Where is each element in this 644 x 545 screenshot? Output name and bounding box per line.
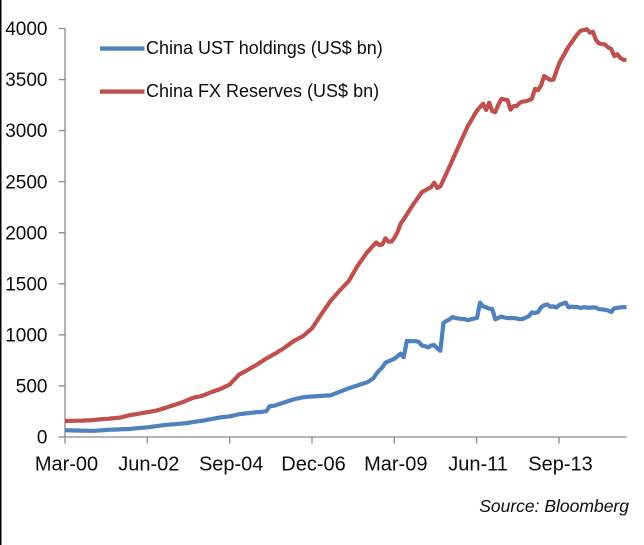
svg-text:1500: 1500 — [5, 274, 47, 295]
svg-text:4000: 4000 — [5, 19, 47, 40]
svg-text:2000: 2000 — [5, 223, 47, 244]
svg-text:Sep-04: Sep-04 — [199, 454, 264, 476]
svg-text:Jun-02: Jun-02 — [118, 454, 179, 476]
svg-text:Mar-00: Mar-00 — [35, 454, 98, 476]
svg-text:China FX Reserves (US$ bn): China FX Reserves (US$ bn) — [146, 81, 379, 101]
svg-text:Source: Bloomberg: Source: Bloomberg — [479, 496, 629, 516]
svg-text:Dec-06: Dec-06 — [281, 454, 345, 476]
svg-text:1000: 1000 — [5, 326, 47, 347]
svg-text:Mar-09: Mar-09 — [364, 454, 427, 476]
svg-text:0: 0 — [37, 428, 48, 449]
svg-text:3000: 3000 — [5, 121, 47, 142]
svg-text:500: 500 — [16, 377, 48, 398]
svg-text:3500: 3500 — [5, 70, 47, 91]
svg-text:2500: 2500 — [5, 172, 47, 193]
svg-text:China UST holdings (US$ bn): China UST holdings (US$ bn) — [146, 38, 383, 58]
svg-text:Jun-11: Jun-11 — [448, 454, 508, 476]
svg-text:Sep-13: Sep-13 — [528, 454, 593, 476]
